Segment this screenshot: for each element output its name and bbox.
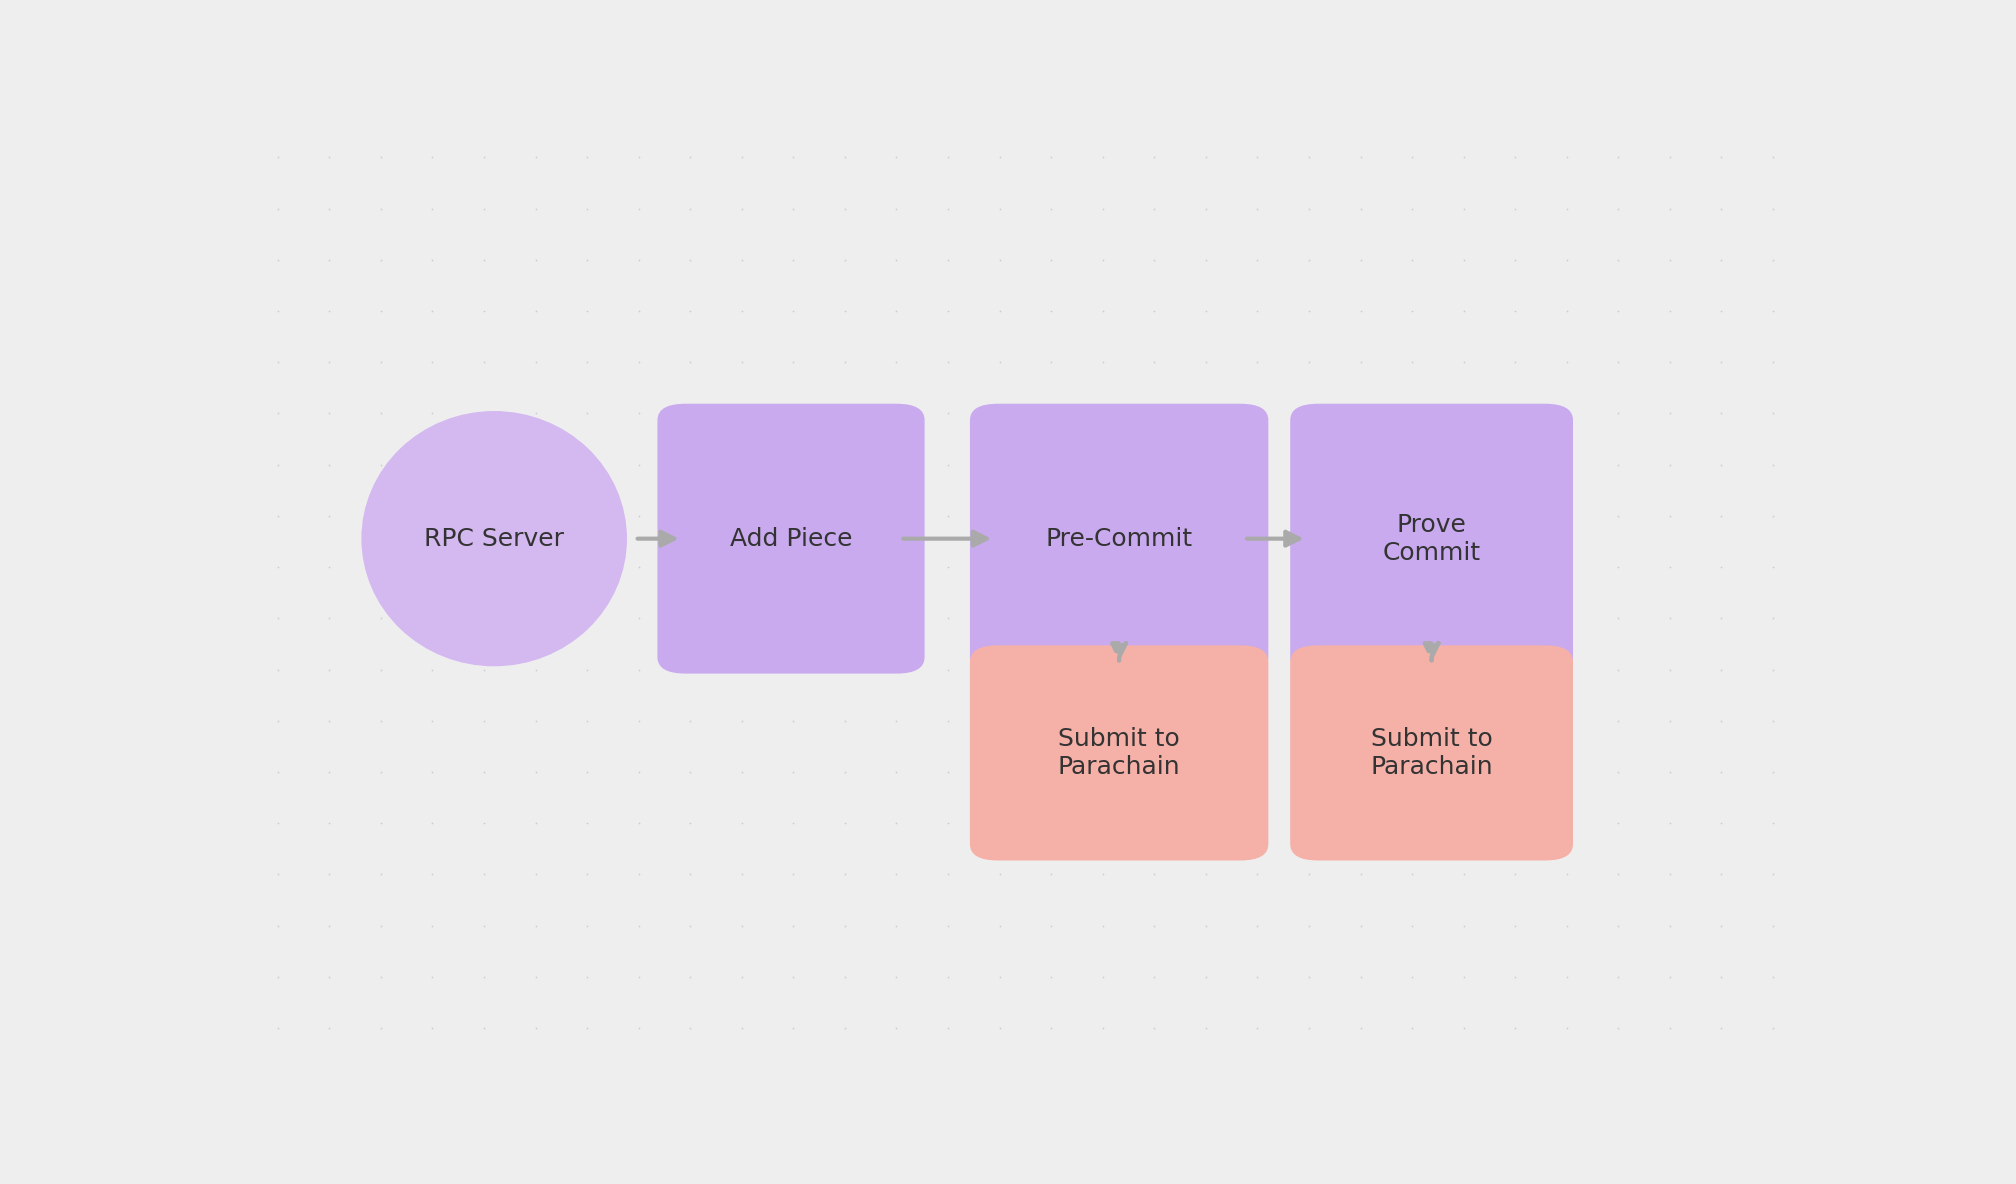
FancyBboxPatch shape (1290, 404, 1572, 674)
Text: Submit to
Parachain: Submit to Parachain (1058, 727, 1181, 779)
Ellipse shape (361, 411, 627, 667)
FancyBboxPatch shape (970, 404, 1268, 674)
FancyBboxPatch shape (970, 645, 1268, 861)
Text: Prove
Commit: Prove Commit (1383, 513, 1480, 565)
Text: Add Piece: Add Piece (730, 527, 853, 551)
Text: Submit to
Parachain: Submit to Parachain (1371, 727, 1494, 779)
Text: Pre-Commit: Pre-Commit (1046, 527, 1193, 551)
FancyBboxPatch shape (1290, 645, 1572, 861)
Text: RPC Server: RPC Server (423, 527, 564, 551)
FancyBboxPatch shape (657, 404, 925, 674)
